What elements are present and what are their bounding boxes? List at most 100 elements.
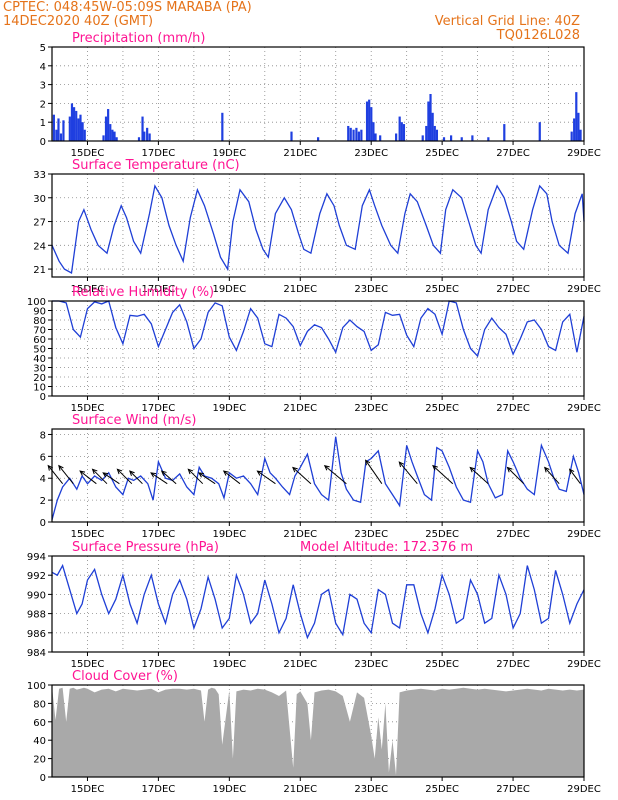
precipitation-xtick-label: 29DEC [567,148,601,159]
precipitation-xtick-label: 19DEC [212,148,246,159]
wind-arrow-head [506,466,513,473]
precip-bar [379,135,382,141]
vertical-grid-note: Vertical Grid Line: 40Z [434,14,580,29]
pressure-xtick-label: 27DEC [496,659,530,670]
precip-bar [460,137,463,141]
wind-ytick-label: 6 [40,452,46,463]
humidity-ytick-label: 70 [33,326,46,337]
precip-bar [113,131,116,141]
cloud-cover-frame [51,684,585,778]
precip-bar [577,112,580,141]
cloud-cover-xtick-label: 27DEC [496,784,530,795]
precipitation-xtick-label: 27DEC [496,148,530,159]
wind-arrow [102,472,120,485]
pressure-xtick-label: 19DEC [212,659,246,670]
wind-arrow [150,472,168,485]
wind-arrow-head [129,470,135,476]
wind-xtick-label: 27DEC [496,529,530,540]
precip-bar [372,122,375,141]
cloud-cover-ytick-label: 0 [40,773,46,784]
humidity-xtick-label: 15DEC [71,403,105,414]
wind-arrow-head [187,468,194,475]
precip-bar [62,120,65,141]
precip-bar [400,122,403,141]
wind-arrow-head [116,468,123,475]
wind-arrow [292,467,312,485]
precip-bar [221,112,224,141]
precip-bar [83,129,86,141]
precipitation-ytick-label: 3 [40,81,46,92]
pressure-xtick-label: 29DEC [567,659,601,670]
humidity-ytick-label: 10 [33,383,46,394]
humidity-ytick-label: 80 [33,316,46,327]
precip-bar [104,116,108,141]
wind-arrow [432,465,454,485]
humidity-ytick-label: 30 [33,364,46,375]
precip-bar [109,124,112,141]
precip-bar [435,129,439,141]
wind-arrow-head [398,461,405,468]
temperature-xtick-label: 15DEC [71,284,105,295]
wind-arrow [47,465,64,485]
wind-xtick-label: 19DEC [212,529,246,540]
pressure-title: Surface Pressure (hPa) [72,540,219,555]
wind-title: Surface Wind (m/s) [72,413,196,428]
wind-arrow-head [256,470,263,476]
temperature-xtick-label: 21DEC [283,284,317,295]
precip-bar [143,131,146,141]
precip-bar [402,124,406,141]
humidity-xtick-label: 17DEC [142,403,176,414]
precip-bar [102,135,105,141]
humidity-xtick-label: 21DEC [283,403,317,414]
precip-bar [425,125,428,141]
precipitation-xtick-label: 17DEC [142,148,176,159]
precipitation-ytick-label: 2 [40,99,46,110]
pressure-ytick-label: 992 [27,571,46,582]
wind-arrow-head [102,472,109,478]
precip-bar [148,133,151,141]
precip-bar [573,118,576,141]
pressure-line [51,563,585,640]
precip-bar [146,127,149,141]
wind-arrow [161,470,177,485]
precip-bar [75,110,78,141]
temperature-xtick-label: 17DEC [142,284,176,295]
precip-bar [349,127,352,141]
precip-bar [111,129,114,141]
precip-bar [72,107,76,141]
wind-ytick-label: 8 [40,430,46,441]
precipitation-ytick-label: 4 [40,62,46,73]
precip-bar [52,114,55,141]
humidity-ytick-label: 90 [33,307,46,318]
precip-bar [79,114,82,141]
wind-frame [51,428,585,523]
wind-arrow [117,468,133,485]
precip-bar [360,129,363,141]
precip-bar [355,127,358,141]
precip-bar [431,112,434,141]
temperature-xtick-label: 25DEC [425,284,459,295]
cloud-cover-ytick-label: 60 [33,718,46,729]
pressure-frame [51,555,585,653]
temperature-xtick-label: 23DEC [354,284,388,295]
temperature-xtick-label: 27DEC [496,284,530,295]
precip-bar [77,118,80,141]
precipitation-title: Precipitation (mm/h) [72,31,205,46]
pressure-ytick-label: 994 [27,552,46,563]
precip-bar [503,124,506,141]
model-code: TQ0126L028 [496,28,580,43]
cloud-cover-ytick-label: 100 [27,681,46,692]
humidity-xtick-label: 27DEC [496,403,530,414]
wind-xtick-label: 23DEC [354,529,388,540]
temperature-title: Surface Temperature (nC) [72,158,240,173]
temperature-ytick-label: 21 [33,265,46,276]
humidity-ytick-label: 100 [27,297,46,308]
cloud-cover-xtick-label: 19DEC [212,784,246,795]
cloud-cover-title: Cloud Cover (%) [72,669,178,684]
precip-bar [370,107,373,141]
pressure-ytick-label: 984 [27,648,46,659]
precip-bar [317,137,320,141]
temperature-line [51,184,585,275]
station-location: CPTEC: 048:45W-05:09S MARABA (PA) [3,0,252,15]
